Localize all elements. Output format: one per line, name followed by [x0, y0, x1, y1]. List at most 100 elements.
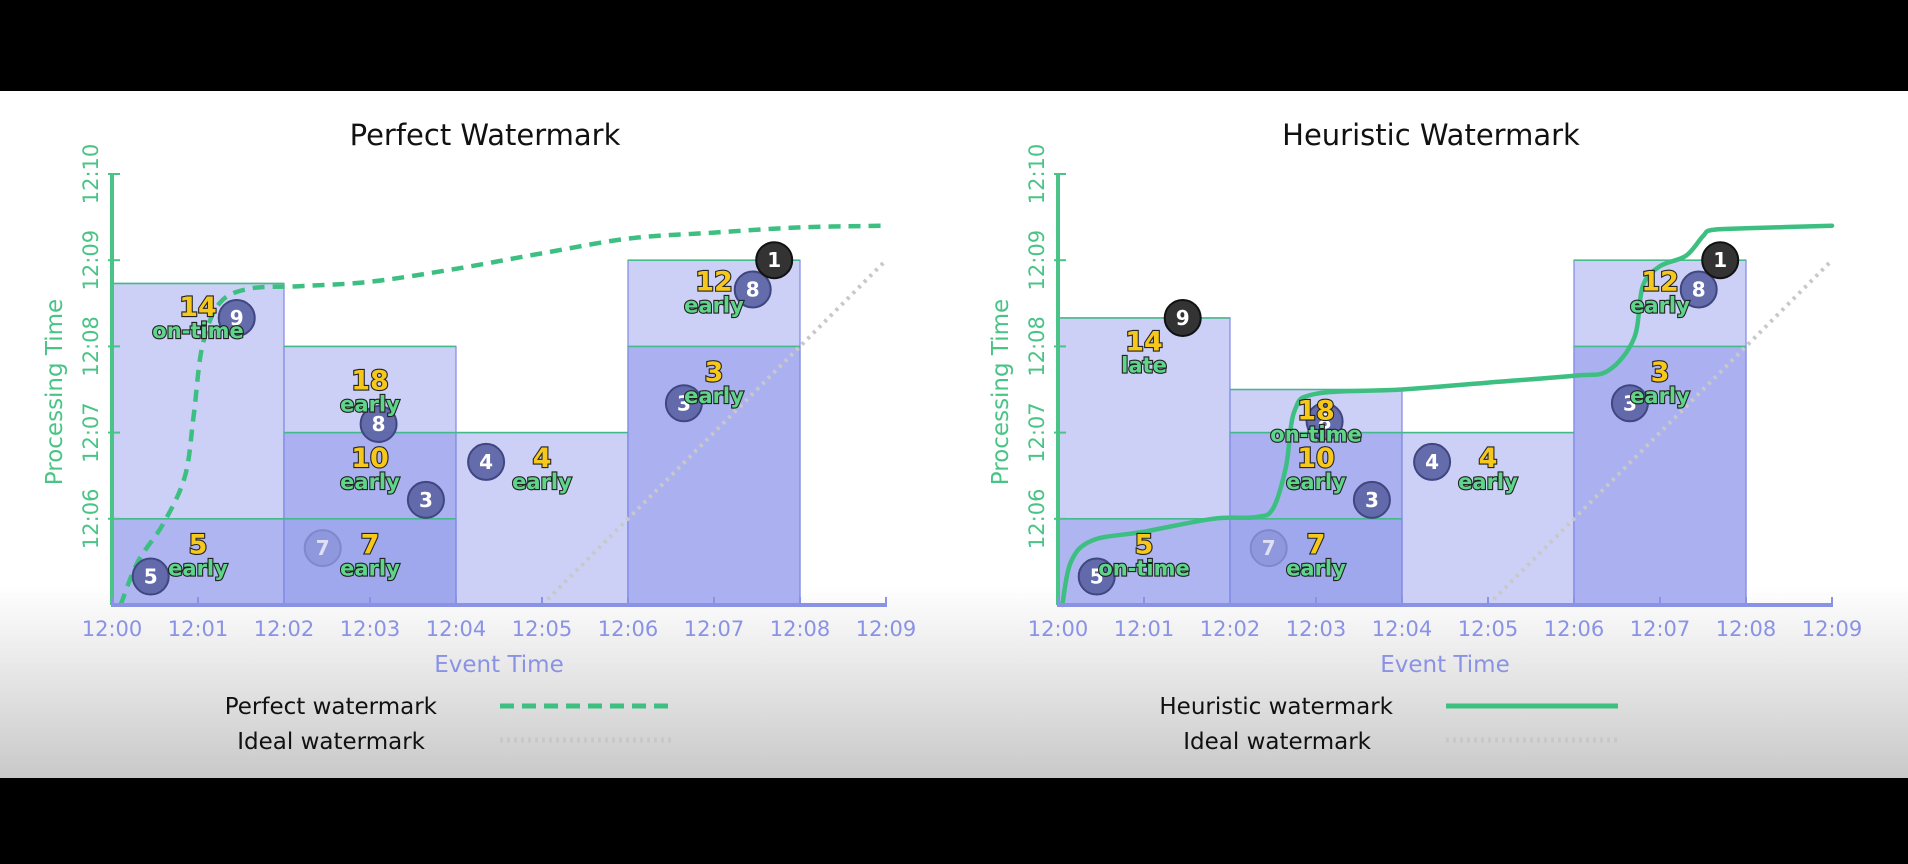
data-point: 8 [1305, 402, 1344, 441]
data-point: 4 [1413, 442, 1452, 481]
y-axis-title: Processing Time [42, 299, 68, 485]
pane-result-value: 3 [1651, 357, 1670, 388]
chart-axes: 12:00 12:01 12:02 12:03 12:04 12:05 12:06 12:07… [1025, 144, 1862, 641]
ideal-watermark-line [1486, 258, 1834, 607]
data-point-label: 1 [1713, 248, 1727, 272]
y-axis-title: Processing Time [988, 299, 1014, 485]
pane-rect [627, 345, 801, 606]
x-tick-label: 12:05 [1458, 617, 1519, 641]
x-axis-title: Event Time [434, 652, 564, 678]
pane-result-timing: early [1630, 293, 1690, 317]
data-point: 9 [217, 298, 256, 337]
pane-result-value: 4 [1479, 443, 1498, 474]
data-point-label: 3 [1623, 391, 1637, 415]
pane-result-value: 7 [361, 529, 380, 560]
data-point: 3 [1610, 384, 1649, 423]
data-point: 1 [1701, 241, 1740, 280]
pane-result-value: 14 [1125, 327, 1163, 358]
pane-result-timing: early [340, 470, 400, 494]
y-tick-label: 12:09 [79, 230, 103, 291]
x-tick-label: 12:05 [512, 617, 573, 641]
data-point: 3 [664, 384, 703, 423]
pane-result-timing: early [1286, 470, 1346, 494]
pane-result-timing: early [1286, 556, 1346, 580]
data-point-label: 9 [230, 306, 244, 330]
pane-result-timing: early [168, 556, 228, 580]
pane-result: 5on-time [1097, 528, 1191, 581]
pane-result-value: 3 [705, 357, 724, 388]
data-point-label: 9 [1176, 306, 1190, 330]
pane-result-timing: early [340, 393, 400, 417]
pane-result-value: 12 [1641, 266, 1679, 297]
data-point: 5 [131, 557, 170, 596]
data-point-label: 3 [419, 488, 433, 512]
y-tick-label: 12:07 [79, 402, 103, 463]
x-tick-label: 12:08 [1716, 617, 1777, 641]
pane-result-value: 18 [351, 366, 389, 397]
x-tick-label: 12:01 [1114, 617, 1175, 641]
data-point: 8 [359, 404, 398, 443]
legend: Perfect watermark Ideal watermark [225, 694, 672, 755]
y-tick-label: 12:07 [1025, 402, 1049, 463]
pane-result-timing: on-time [1098, 556, 1189, 580]
data-point-label: 1 [767, 248, 781, 272]
data-point-label: 8 [746, 278, 760, 302]
perfect-watermark-line [118, 223, 887, 606]
x-tick-label: 12:06 [1544, 617, 1605, 641]
x-tick-label: 12:03 [340, 617, 401, 641]
perfect-watermark-chart: Perfect Watermark 12:00 12:01 12:02 12:03 12… [42, 118, 916, 755]
watermark-path [1060, 223, 1835, 608]
pane-result-timing: early [340, 556, 400, 580]
data-point: 9 [1163, 298, 1202, 337]
data-point-label: 8 [1692, 278, 1706, 302]
x-tick-label: 12:02 [254, 617, 315, 641]
data-point-label: 3 [677, 391, 691, 415]
legend-watermark-label: Perfect watermark [225, 694, 438, 720]
data-point: 3 [1352, 480, 1391, 519]
pane-results: 14late18on-time10early7early5on-time4ear… [1097, 265, 1691, 581]
data-point: 1 [755, 241, 794, 280]
chart-title: Perfect Watermark [350, 118, 621, 152]
x-axis-title: Event Time [1380, 652, 1510, 678]
y-tick-label: 12:09 [1025, 230, 1049, 291]
pane-result-timing: early [684, 384, 744, 408]
heuristic-watermark-chart: Heuristic Watermark 12:00 12:01 12:02 12:03… [988, 118, 1862, 755]
legend-ideal-label: Ideal watermark [237, 729, 425, 755]
pane-result-timing: on-time [152, 319, 243, 343]
x-tick-label: 12:04 [1372, 617, 1433, 641]
pane-result-value: 10 [1297, 443, 1335, 474]
ideal-watermark-path [1486, 258, 1834, 607]
y-tick-label: 12:06 [1025, 489, 1049, 550]
pane-result-timing: late [1121, 354, 1167, 378]
x-tick-label: 12:09 [856, 617, 917, 641]
data-point: 4 [467, 442, 506, 481]
data-point-label: 4 [479, 450, 493, 474]
y-tick-label: 12:08 [79, 316, 103, 377]
y-tick-label: 12:10 [79, 144, 103, 205]
y-tick-label: 12:08 [1025, 316, 1049, 377]
x-tick-label: 12:00 [1028, 617, 1089, 641]
data-point: 7 [1249, 529, 1288, 568]
pane-result-value: 18 [1297, 396, 1335, 427]
y-tick-label: 12:06 [79, 489, 103, 550]
data-point: 3 [406, 480, 445, 519]
chart-title: Heuristic Watermark [1282, 118, 1580, 152]
pane-result-value: 12 [695, 266, 733, 297]
pane-rect [1573, 345, 1747, 606]
pane-result-value: 5 [1135, 529, 1154, 560]
pane-result-value: 4 [533, 443, 552, 474]
x-tick-label: 12:01 [168, 617, 229, 641]
pane-result-timing: on-time [1270, 423, 1361, 447]
data-point-label: 3 [1365, 488, 1379, 512]
data-point-label: 4 [1425, 450, 1439, 474]
